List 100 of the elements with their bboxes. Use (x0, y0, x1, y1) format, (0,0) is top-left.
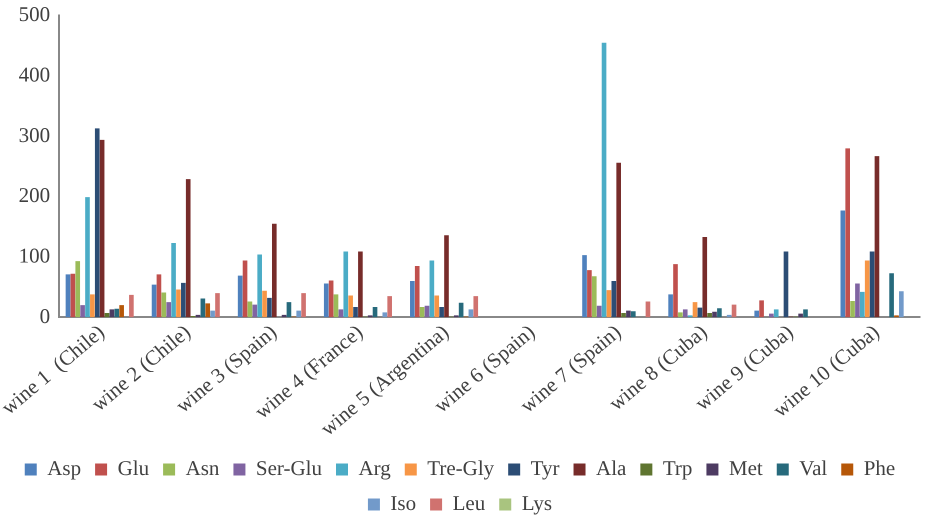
bar (430, 260, 434, 318)
bar (850, 300, 855, 318)
bar (717, 308, 722, 318)
bar (702, 237, 708, 318)
bar (252, 304, 258, 318)
bar (129, 294, 134, 318)
bar (267, 298, 272, 318)
bar (712, 312, 717, 318)
bar (874, 156, 880, 318)
legend-label: Glu (118, 456, 150, 480)
bar (210, 310, 215, 318)
bar (272, 224, 277, 318)
legend-label: Leu (452, 491, 486, 516)
bar (334, 294, 338, 318)
bar (596, 306, 602, 318)
bar (592, 276, 597, 318)
bar (889, 273, 894, 318)
bar (774, 309, 779, 318)
bar (215, 293, 220, 318)
bar (870, 251, 874, 318)
bar (181, 282, 186, 318)
bar (682, 309, 688, 318)
bar (673, 264, 678, 318)
bar (754, 310, 760, 318)
legend-label: Tyr (530, 456, 560, 480)
bar (439, 306, 444, 318)
bar (200, 298, 206, 318)
bar (186, 179, 191, 318)
bar (387, 296, 392, 318)
bar (301, 293, 306, 318)
bar (855, 283, 860, 318)
bar (602, 42, 606, 318)
y-tick-label: 100 (18, 243, 50, 268)
bar (769, 314, 774, 318)
bar (692, 302, 698, 318)
legend-label: Ala (596, 456, 628, 480)
bar (616, 162, 621, 318)
bar (66, 274, 70, 318)
bar (410, 281, 415, 318)
legend-label: Val (799, 456, 828, 480)
bar (171, 243, 176, 318)
bar (152, 284, 156, 318)
legend-label: Iso (390, 491, 416, 516)
bar (324, 283, 329, 318)
bar (582, 255, 587, 318)
bar (845, 148, 850, 318)
bar (90, 294, 95, 318)
bar (621, 313, 626, 318)
legend-label: Asp (47, 456, 82, 480)
bar (238, 276, 242, 318)
bar (110, 309, 114, 318)
bar (803, 309, 808, 318)
legend-label: Ser-Glu (256, 456, 322, 480)
bar (626, 310, 631, 318)
bar (80, 305, 85, 318)
bar (840, 210, 846, 318)
y-tick-label: 0 (40, 304, 50, 328)
bar (75, 261, 80, 318)
bar (444, 235, 449, 318)
bar (860, 292, 865, 318)
bar (468, 309, 474, 318)
bar (698, 308, 702, 318)
bar (205, 303, 210, 318)
bar (94, 128, 100, 318)
bar (100, 140, 104, 318)
bar (348, 296, 353, 318)
y-tick-label: 300 (18, 122, 50, 147)
bar (176, 289, 181, 318)
bar (166, 302, 172, 318)
legend-label: Asn (186, 456, 220, 480)
bar (328, 280, 334, 318)
bar (248, 302, 252, 318)
bar (119, 305, 124, 318)
bar (156, 274, 162, 318)
bar (104, 313, 110, 318)
bar (630, 311, 636, 318)
bar (707, 313, 712, 318)
legend-label: Lys (522, 491, 552, 516)
bar (257, 254, 262, 318)
y-tick-label: 400 (18, 62, 50, 86)
bar (646, 302, 650, 318)
bar (458, 302, 464, 318)
bar (678, 312, 683, 318)
bar (798, 314, 803, 318)
bar (372, 306, 378, 318)
legend-label: Trp (662, 456, 692, 480)
bar (668, 294, 673, 318)
bar (85, 197, 90, 318)
bar (286, 302, 292, 318)
bar (587, 270, 592, 318)
bar (899, 291, 904, 318)
bar (473, 296, 478, 318)
y-tick-label: 500 (18, 2, 50, 26)
bar (382, 312, 388, 318)
bar (70, 274, 76, 318)
bar (759, 300, 764, 318)
bar (343, 251, 348, 318)
bar (606, 290, 612, 318)
bar (262, 290, 267, 318)
bar (338, 309, 344, 318)
